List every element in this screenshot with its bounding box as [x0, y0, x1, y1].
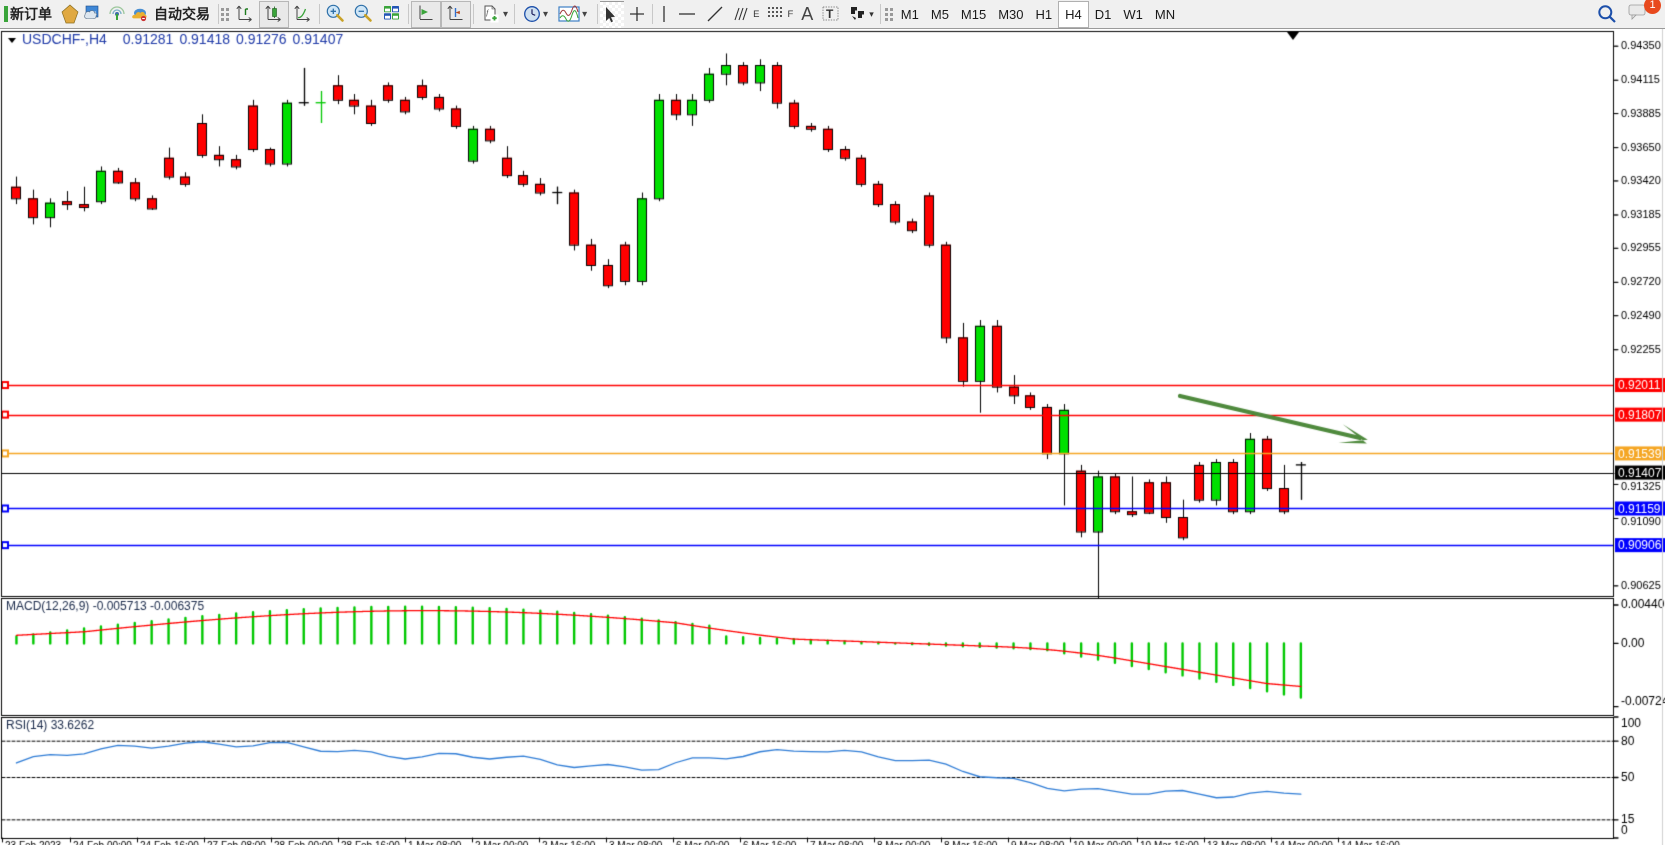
- svg-text:T: T: [826, 7, 834, 21]
